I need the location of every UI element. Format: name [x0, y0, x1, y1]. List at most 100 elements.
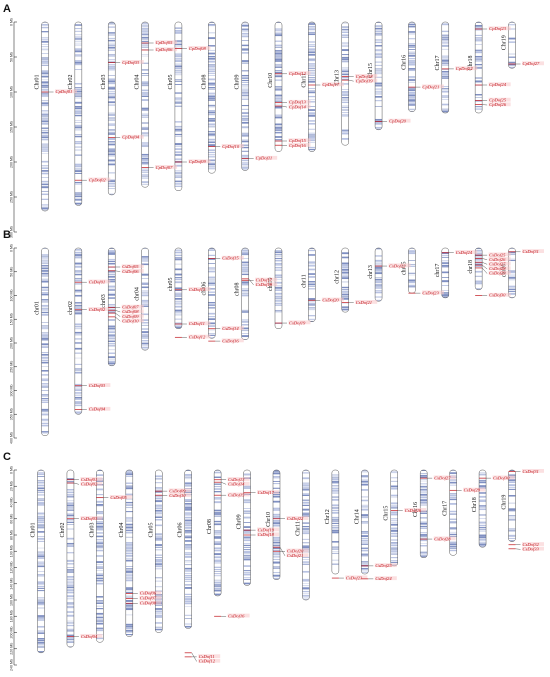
gene-label-highlight — [488, 266, 511, 271]
gene-label-highlight — [80, 633, 103, 638]
gene-label: CsDof27 — [434, 475, 451, 480]
gene-label-highlight — [288, 143, 311, 147]
gene-label: CsDof15 — [228, 492, 245, 497]
gene-label: CsDof09 — [169, 488, 186, 493]
chromosome-outline — [341, 247, 349, 313]
chromosome-label: chr18 — [468, 260, 474, 274]
gene-label-highlight — [492, 475, 515, 480]
scale-tick-label: 240 Mb — [10, 659, 14, 671]
gene-leader-line — [162, 494, 168, 496]
gene-label: CpDof10 — [222, 144, 240, 149]
chromosome-label: chr05 — [168, 278, 174, 292]
chromosome-label: Chr17 — [435, 55, 441, 70]
gene-leader-line — [115, 316, 121, 322]
scale-tick-label: 200 Mb — [10, 156, 14, 168]
gene-marker: CsDof12 — [184, 652, 221, 664]
gene-label: CsDof08 — [140, 600, 157, 605]
gene-label: CsDof07 — [122, 305, 139, 310]
gene-marker: CpDof12 — [275, 71, 311, 76]
chromosome-chr05: Chr05 — [148, 469, 163, 633]
chromosome-chr04: chr04 — [135, 247, 149, 351]
chromosome-outline — [408, 21, 416, 112]
chromosome-outline — [213, 469, 222, 597]
scale-tick-label: 20 Mb — [10, 481, 14, 491]
gene-label-highlight — [221, 144, 244, 148]
scale-tick-label: 200 Mb — [10, 337, 14, 349]
chromosome-chr09: Chr09 — [235, 21, 249, 171]
gene-marker: CsDof13 — [214, 477, 250, 482]
chromosome-chr17: chr17 — [435, 247, 450, 299]
panel-letter: C — [3, 451, 11, 463]
chromosome-label: Chr03 — [101, 75, 107, 90]
chromosome-body — [375, 22, 383, 130]
gene-label: CsDof01 — [81, 477, 97, 482]
chromosome-outline — [66, 469, 75, 648]
gene-marker: CsDof30 — [475, 293, 511, 298]
gene-label-highlight — [433, 536, 456, 541]
gene-density-bands — [308, 248, 316, 322]
gene-label: CpDof16 — [289, 143, 307, 148]
chromosome-outline — [243, 469, 251, 586]
gene-label-highlight — [80, 516, 103, 520]
gene-label-highlight — [522, 542, 544, 546]
gene-label-highlight — [463, 487, 486, 492]
gene-label-highlight — [155, 47, 178, 52]
gene-label-highlight — [221, 255, 244, 260]
gene-label: CsDof19 — [258, 527, 275, 532]
gene-marker: CsDof06 — [108, 269, 144, 274]
gene-label: CpDof03 — [122, 60, 140, 65]
gene-label-highlight — [227, 613, 250, 618]
scale-tick-label: 50 Mb — [10, 267, 14, 277]
gene-density-bands — [361, 470, 369, 573]
gene-marker: CpDof10 — [208, 144, 244, 149]
chromosome-chr02: Chr02 — [60, 469, 75, 648]
gene-marker: CsDof21 — [341, 300, 378, 305]
gene-label: CpDof26 — [489, 102, 507, 107]
gene-label-highlight — [488, 26, 511, 31]
gene-label: CsDof11 — [199, 654, 215, 659]
gene-density-bands — [441, 252, 449, 298]
chromosome-label: Chr18 — [472, 497, 478, 512]
gene-density-bands — [155, 475, 163, 631]
gene-marker: CpDof27 — [508, 61, 544, 66]
gene-density-bands — [243, 473, 251, 585]
gene-marker: CsDof15 — [208, 256, 244, 261]
gene-marker: CsDof21 — [273, 546, 309, 558]
gene-label: CsDof29 — [464, 488, 481, 493]
gene-density-bands — [141, 248, 149, 351]
gene-label: CpDof06 — [156, 47, 174, 52]
chromosome-chr06: Chr06 — [178, 469, 192, 629]
chromosome-outline — [441, 247, 450, 299]
chromosome-chr11: chr11 — [301, 247, 316, 322]
gene-marker: CpDof11 — [241, 156, 278, 161]
chromosome-chr09: chr09 — [268, 247, 283, 329]
gene-label: CsDof12 — [189, 335, 206, 340]
gene-label: CpDof09 — [189, 159, 207, 164]
chromosome-outline — [141, 21, 149, 188]
gene-label: CsDof06 — [140, 591, 157, 596]
panel-a: A 0 Mb 50 Mb 100 Mb 150 Mb 200 Mb 250 Mb 300 Mb… — [3, 3, 544, 238]
gene-label: CsDof31 — [523, 469, 539, 474]
gene-marker: CsDof22 — [375, 263, 411, 268]
chromosome-label: chr17 — [435, 264, 441, 278]
chromosome-outline — [474, 247, 483, 291]
gene-marker: CsDof13 — [174, 287, 211, 292]
gene-label-highlight — [355, 74, 378, 78]
gene-label: CpDof13 — [289, 100, 307, 105]
gene-marker: CsDof24 — [361, 576, 397, 581]
chromosome-chr01: chr01 — [35, 247, 49, 436]
chromosome-outline — [107, 247, 116, 367]
gene-label: CsDof04 — [81, 634, 98, 639]
gene-label-highlight — [488, 82, 511, 87]
gene-marker: CsDof23 — [408, 290, 444, 295]
chromosome-label: Chr13 — [335, 70, 341, 85]
gene-marker: CsDof32 — [508, 542, 544, 547]
chromosome-body — [208, 248, 216, 339]
gene-label: CpDof18 — [356, 74, 374, 79]
gene-marker: CpDof01 — [41, 89, 77, 94]
gene-leader-line — [481, 267, 488, 274]
gene-leader-line — [115, 270, 121, 272]
chromosome-outline — [241, 247, 249, 340]
chromosome-chr16: Chr16 — [413, 469, 428, 558]
chromosome-label: Chr19 — [502, 35, 508, 50]
